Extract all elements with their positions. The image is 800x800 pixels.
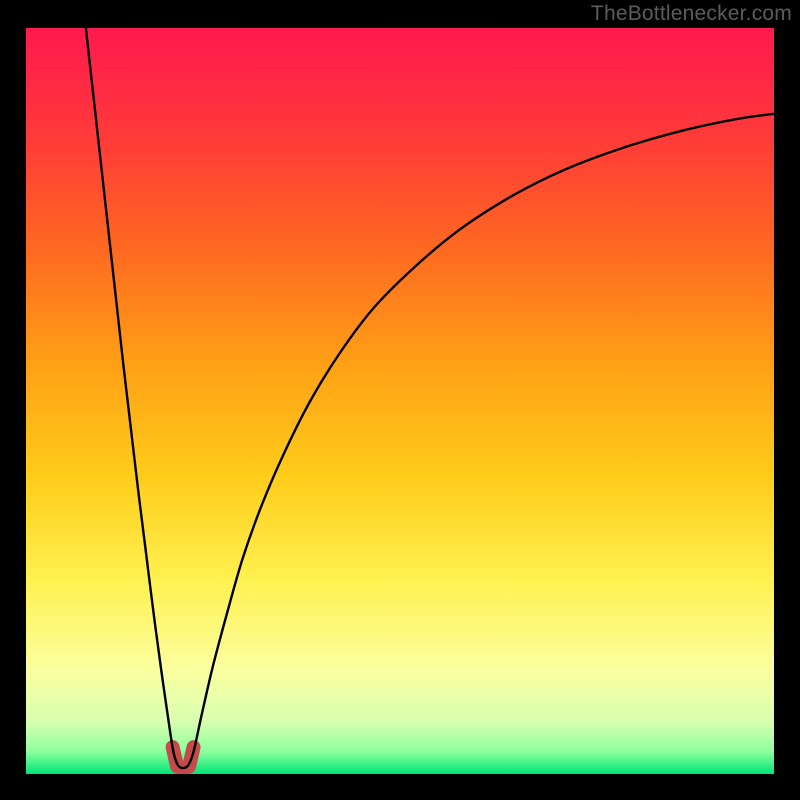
plot-area	[26, 28, 774, 774]
chart-svg	[26, 28, 774, 774]
watermark-text: TheBottlenecker.com	[591, 2, 792, 26]
outer-frame: TheBottlenecker.com	[0, 0, 800, 800]
gradient-background	[26, 28, 774, 774]
